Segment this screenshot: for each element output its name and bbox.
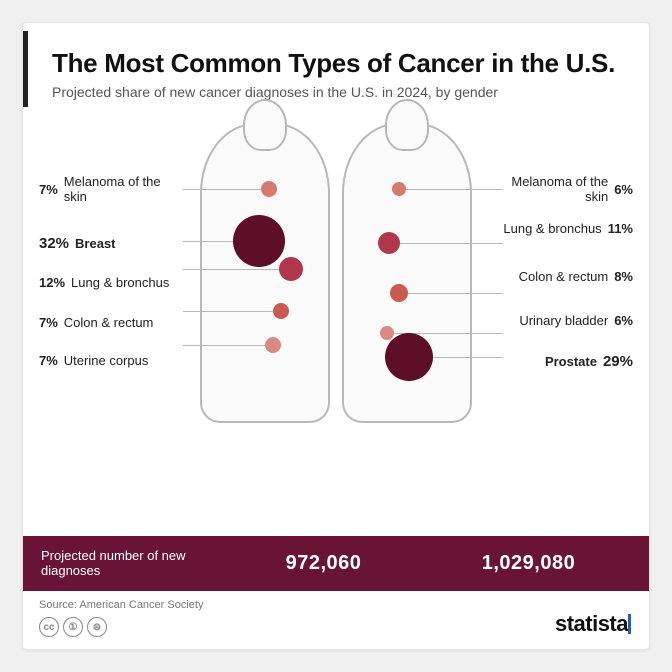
- percent-label: 8%: [614, 269, 633, 284]
- percent-label: 12%: [39, 275, 65, 290]
- silhouette-head: [385, 99, 429, 151]
- header: The Most Common Types of Cancer in the U…: [23, 31, 649, 107]
- data-row: 7% Uterine corpus: [39, 353, 148, 368]
- percent-label: 6%: [614, 313, 633, 328]
- type-label: Melanoma of the skin: [64, 175, 174, 204]
- bottom-left: Source: American Cancer Society cc①⊜: [39, 599, 203, 637]
- leader-line: [433, 357, 503, 358]
- type-label: Lung & bronchus: [503, 222, 601, 236]
- type-label: Uterine corpus: [64, 354, 149, 368]
- data-row: 6% Melanoma of the skin: [498, 175, 633, 204]
- footer-label: Projected number of new diagnoses: [41, 548, 221, 579]
- data-marker: [392, 182, 406, 196]
- percent-label: 7%: [39, 353, 58, 368]
- source-text: Source: American Cancer Society: [39, 599, 203, 611]
- data-row: 7% Melanoma of the skin: [39, 175, 174, 204]
- footer-value-left: 972,060: [221, 552, 426, 575]
- silhouette-head: [243, 99, 287, 151]
- percent-label: 32%: [39, 235, 69, 252]
- leader-line: [408, 293, 503, 294]
- leader-line: [400, 243, 503, 244]
- footer-value-right: 1,029,080: [426, 552, 631, 575]
- percent-label: 7%: [39, 315, 58, 330]
- infographic-card: The Most Common Types of Cancer in the U…: [22, 22, 650, 650]
- title: The Most Common Types of Cancer in the U…: [52, 49, 625, 77]
- data-row: 12% Lung & bronchus: [39, 275, 169, 290]
- data-row: 8% Colon & rectum: [519, 269, 633, 284]
- percent-label: 7%: [39, 182, 58, 197]
- data-marker: [273, 303, 289, 319]
- type-label: Colon & rectum: [519, 270, 609, 284]
- type-label: Breast: [75, 237, 115, 251]
- data-marker: [390, 284, 408, 302]
- type-label: Melanoma of the skin: [498, 175, 608, 204]
- data-row: 11% Lung & bronchus: [503, 221, 633, 236]
- data-marker: [279, 257, 303, 281]
- type-label: Lung & bronchus: [71, 276, 169, 290]
- bottom-row: Source: American Cancer Society cc①⊜ sta…: [23, 591, 649, 649]
- leader-line: [183, 241, 233, 242]
- data-marker: [265, 337, 281, 353]
- cc-icon: ①: [63, 617, 83, 637]
- brand-bar-icon: [628, 614, 631, 634]
- footer-bar: Projected number of new diagnoses 972,06…: [23, 536, 649, 591]
- type-label: Prostate: [545, 355, 597, 369]
- data-marker: [378, 232, 400, 254]
- brand-logo: statista: [555, 611, 633, 637]
- percent-label: 29%: [603, 353, 633, 370]
- data-row: 32% Breast: [39, 235, 116, 252]
- type-label: Colon & rectum: [64, 316, 154, 330]
- cc-icon: ⊜: [87, 617, 107, 637]
- type-label: Urinary bladder: [519, 314, 608, 328]
- percent-label: 6%: [614, 182, 633, 197]
- data-marker: [233, 215, 285, 267]
- leader-line: [183, 189, 261, 190]
- subtitle: Projected share of new cancer diagnoses …: [52, 83, 625, 101]
- cc-icons: cc①⊜: [39, 617, 203, 637]
- leader-line: [183, 345, 265, 346]
- chart-area: 7% Melanoma of the skin 32% Breast 12% Lung &…: [33, 113, 639, 536]
- data-marker: [380, 326, 394, 340]
- data-row: 7% Colon & rectum: [39, 315, 153, 330]
- data-row: 6% Urinary bladder: [519, 313, 633, 328]
- silhouette-female: [200, 123, 330, 423]
- data-row: 29% Prostate: [545, 353, 633, 370]
- data-marker: [261, 181, 277, 197]
- leader-line: [183, 269, 279, 270]
- cc-icon: cc: [39, 617, 59, 637]
- brand-text: statista: [555, 611, 628, 636]
- leader-line: [183, 311, 273, 312]
- leader-line: [406, 189, 503, 190]
- data-marker: [385, 333, 433, 381]
- percent-label: 11%: [608, 221, 633, 236]
